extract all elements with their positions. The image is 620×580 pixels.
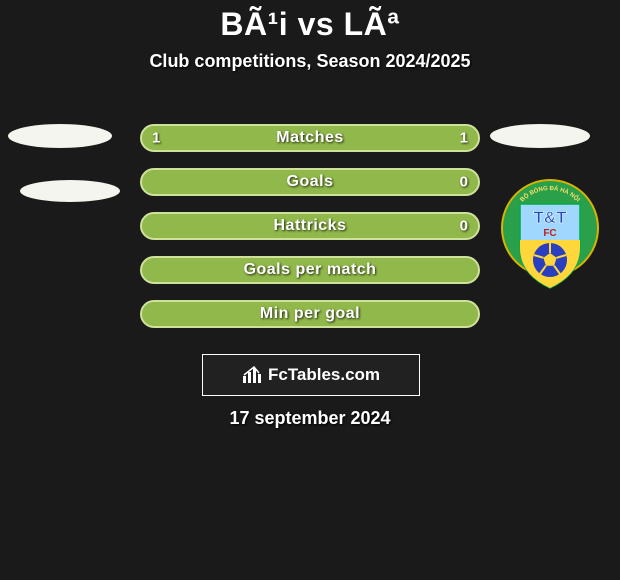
stat-row: Matches 1 1 [140, 124, 480, 152]
page-title: BÃ¹i vs LÃª [0, 0, 620, 43]
stat-row: Hattricks 0 [140, 212, 480, 240]
page-subtitle: Club competitions, Season 2024/2025 [0, 51, 620, 72]
comparison-card: BÃ¹i vs LÃª Club competitions, Season 20… [0, 0, 620, 580]
player-left-ellipse-1 [8, 124, 112, 148]
stat-left-value: 1 [152, 130, 160, 147]
player-left-ellipse-2 [20, 180, 120, 202]
stat-right-value: 1 [460, 130, 468, 147]
footer-date: 17 september 2024 [0, 408, 620, 429]
stat-label: Matches [276, 129, 344, 147]
stat-label: Hattricks [274, 217, 347, 235]
bars-icon [242, 366, 264, 384]
stat-label: Goals per match [244, 261, 377, 279]
badge-center-text: T&T [533, 208, 567, 227]
watermark-text: FcTables.com [268, 365, 380, 385]
stat-label: Goals [287, 173, 334, 191]
stat-row: Goals 0 [140, 168, 480, 196]
badge-sub-text: FC [543, 228, 556, 239]
player-right-ellipse [490, 124, 590, 148]
stat-right-value: 0 [460, 174, 468, 191]
stat-row: Goals per match [140, 256, 480, 284]
watermark[interactable]: FcTables.com [202, 354, 420, 396]
stats-container: Matches 1 1 Goals 0 Hattricks 0 Goals per match… [140, 124, 480, 344]
stat-row: Min per goal [140, 300, 480, 328]
club-badge: BỘ BÓNG ĐÁ HÀ NỘI T&T FC [500, 178, 600, 294]
stat-right-value: 0 [460, 218, 468, 235]
stat-label: Min per goal [260, 305, 360, 323]
